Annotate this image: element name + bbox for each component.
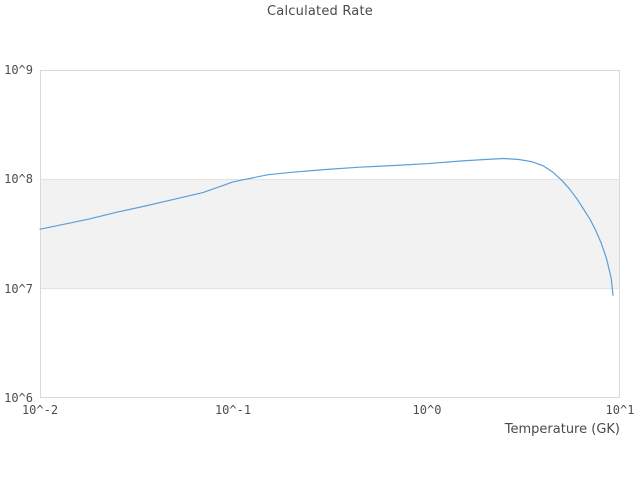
x-tick-label: 10^0 bbox=[412, 403, 442, 417]
chart-title: Calculated Rate bbox=[267, 4, 373, 19]
y-tick-label: 10^7 bbox=[4, 282, 33, 296]
plot-border bbox=[40, 70, 620, 398]
x-axis-title: Temperature (GK) bbox=[504, 422, 620, 437]
x-tick-label: 10^1 bbox=[605, 403, 635, 417]
x-tick-label: 10^-1 bbox=[214, 403, 252, 417]
shaded-band bbox=[40, 179, 620, 289]
x-tick-label: 10^-2 bbox=[21, 403, 59, 417]
y-tick-label: 10^9 bbox=[4, 63, 33, 77]
y-tick-label: 10^6 bbox=[4, 391, 33, 405]
rate-line-calculated-rate bbox=[39, 157, 614, 296]
y-tick-label: 10^8 bbox=[4, 172, 33, 186]
